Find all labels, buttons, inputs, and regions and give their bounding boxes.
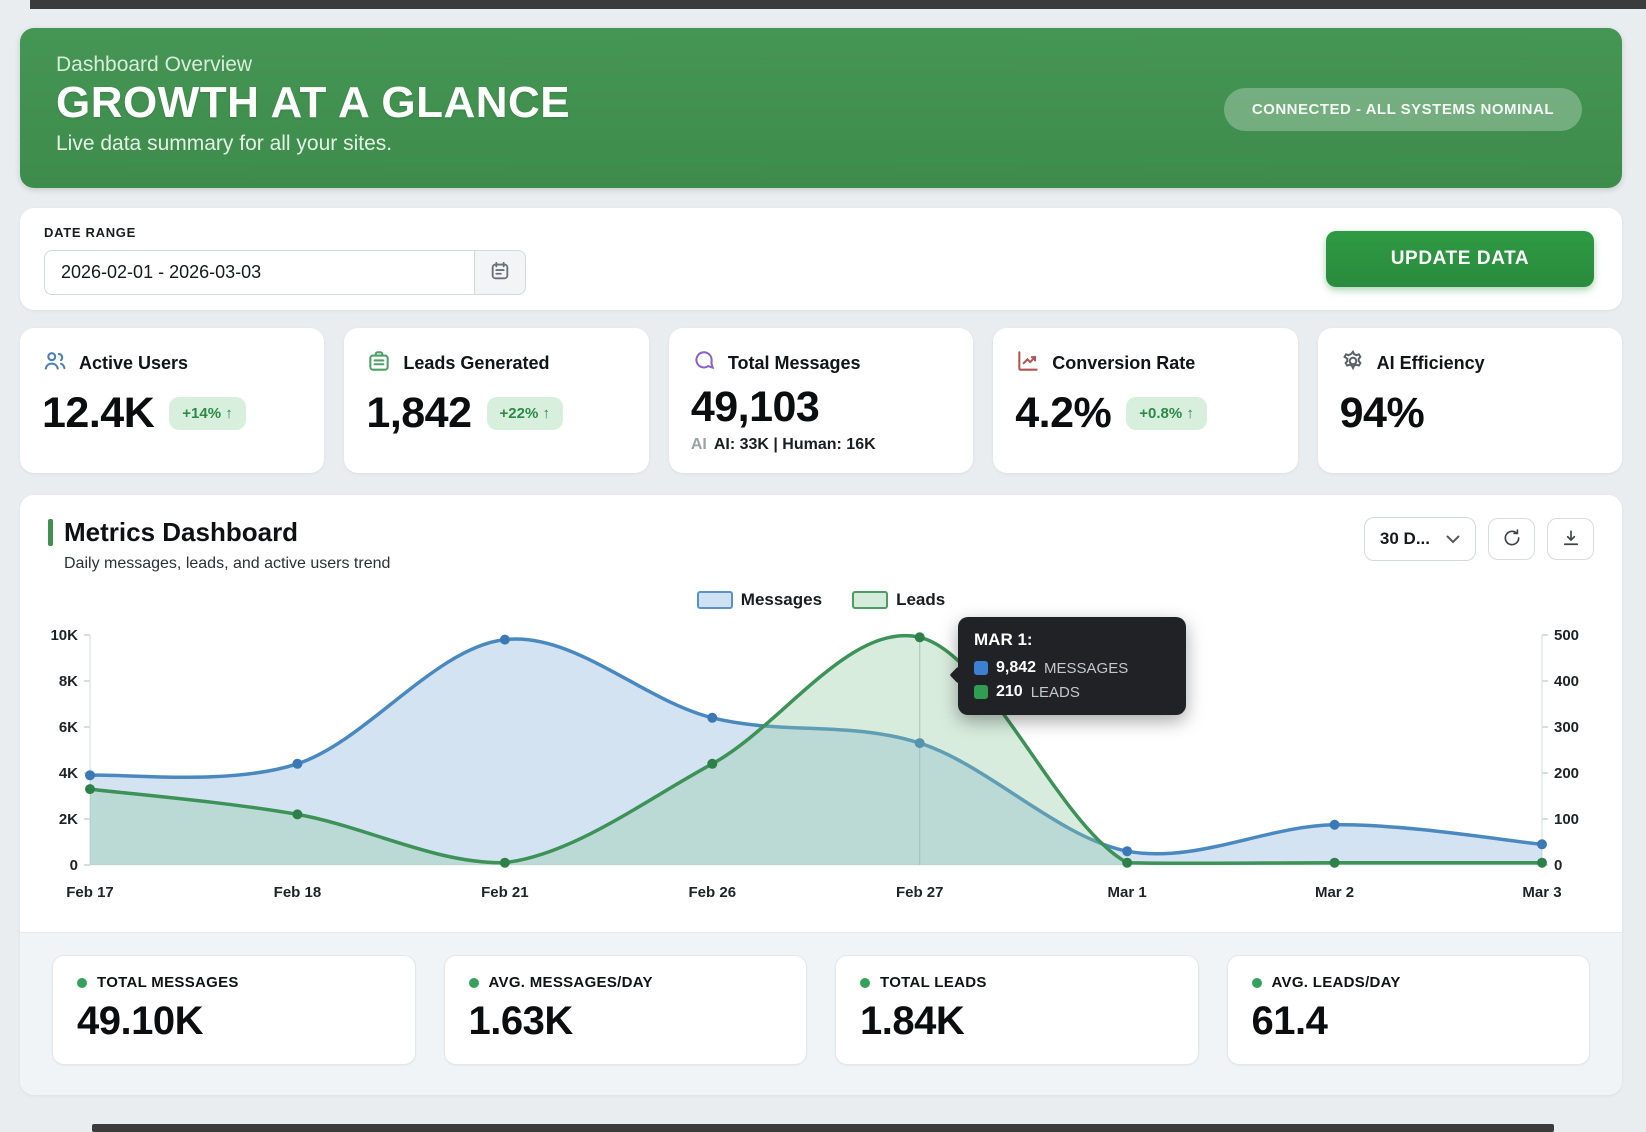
svg-text:300: 300 (1554, 719, 1579, 736)
status-badge: CONNECTED - ALL SYSTEMS NOMINAL (1223, 88, 1582, 131)
svg-text:2K: 2K (59, 811, 78, 828)
stat-subtext-value: AI: 33K | Human: 16K (713, 436, 876, 453)
briefcase-icon (366, 348, 392, 379)
metrics-dashboard-panel: Metrics Dashboard Daily messages, leads,… (20, 495, 1622, 1095)
screen-edge-top (30, 0, 1646, 9)
svg-text:8K: 8K (59, 673, 78, 690)
tooltip-row-messages: 9,842 MESSAGES (974, 659, 1170, 677)
date-range-card: DATE RANGE UPDATE DATA (20, 208, 1622, 310)
svg-text:Mar 2: Mar 2 (1315, 884, 1354, 901)
svg-text:Mar 1: Mar 1 (1108, 884, 1147, 901)
chart-legend: Messages Leads (44, 585, 1598, 615)
stat-delta-badge: +0.8% ↑ (1126, 397, 1207, 430)
svg-text:500: 500 (1554, 627, 1579, 644)
summary-card-total-leads: TOTAL LEADS 1.84K (835, 955, 1199, 1065)
page-title: GROWTH AT A GLANCE (56, 78, 571, 127)
summary-value: 1.84K (860, 999, 965, 1043)
stat-value: 12.4K (42, 389, 155, 437)
svg-text:100: 100 (1554, 811, 1579, 828)
svg-text:400: 400 (1554, 673, 1579, 690)
summary-card-avg-leads: AVG. LEADS/DAY 61.4 (1226, 955, 1590, 1065)
tooltip-title: MAR 1: (974, 630, 1033, 649)
green-dot-icon (77, 977, 87, 988)
svg-text:200: 200 (1554, 765, 1579, 782)
header-banner: Dashboard Overview GROWTH AT A GLANCE Li… (20, 28, 1622, 188)
stat-delta-badge: +22% ↑ (486, 397, 563, 430)
svg-text:Feb 21: Feb 21 (481, 884, 529, 901)
summary-value: 1.63K (468, 999, 574, 1043)
svg-text:Mar 3: Mar 3 (1522, 884, 1561, 901)
svg-text:Feb 17: Feb 17 (66, 884, 114, 901)
metrics-chart[interactable]: 0 2K 4K 6K 8K 10K 0 100 200 300 400 500 Feb 17 Feb 18… (44, 615, 1598, 915)
stat-card-total-messages: Total Messages 49,103 AI AI: 33K | Human… (668, 328, 974, 473)
stat-card-ai-efficiency: AI Efficiency 94% (1317, 328, 1623, 473)
chart-area: Messages Leads 0 2K 4K 6K 8K 10K 0 100 200 300 400… (20, 577, 1622, 920)
stat-card-leads-generated: Leads Generated 1,842 +22% ↑ (344, 328, 649, 473)
svg-text:0: 0 (70, 857, 78, 874)
messages-swatch-icon (696, 591, 733, 609)
green-dot-icon (468, 977, 479, 988)
screen-edge-bottom (92, 1124, 1554, 1132)
svg-text:6K: 6K (59, 719, 78, 736)
title-accent-bar (48, 519, 53, 546)
stat-subtext: AI AI: 33K | Human: 16K (691, 436, 951, 454)
svg-text:4K: 4K (59, 765, 78, 782)
green-dot-icon (860, 977, 870, 988)
trend-chart-icon (1015, 348, 1041, 379)
refresh-button[interactable] (1488, 518, 1535, 560)
stat-value: 4.2% (1015, 389, 1112, 437)
range-select-dropdown[interactable]: 30 D... (1363, 517, 1476, 561)
stat-card-conversion-rate: Conversion Rate 4.2% +0.8% ↑ (993, 328, 1298, 473)
stat-cards-row: Active Users 12.4K +14% ↑ Leads Generate… (20, 328, 1623, 473)
svg-text:10K: 10K (50, 627, 78, 644)
leads-dot-icon (974, 685, 988, 699)
calendar-button[interactable] (474, 250, 526, 295)
chart-tooltip: MAR 1: 9,842 MESSAGES 210 LEADS (958, 617, 1186, 715)
download-button[interactable] (1547, 518, 1594, 560)
svg-text:Feb 26: Feb 26 (689, 884, 737, 901)
stat-value: 94% (1339, 389, 1425, 437)
summary-value: 49.10K (77, 999, 203, 1043)
header-eyebrow: Dashboard Overview (56, 53, 253, 76)
date-range-group (44, 250, 526, 295)
date-range-input[interactable] (44, 250, 474, 295)
range-select-value: 30 D... (1379, 529, 1430, 548)
stat-title: Active Users (79, 353, 189, 373)
gear-icon (1340, 348, 1366, 379)
header-subtitle: Live data summary for all your sites. (56, 131, 393, 155)
stat-title: AI Efficiency (1376, 353, 1485, 373)
tooltip-row-leads: 210 LEADS (974, 683, 1170, 701)
legend-item-leads[interactable]: Leads (852, 590, 945, 610)
chat-bubble-icon (691, 348, 717, 379)
ai-glyph-icon: AI (690, 436, 707, 453)
legend-item-messages[interactable]: Messages (696, 590, 822, 610)
stat-delta-badge: +14% ↑ (169, 397, 246, 430)
download-icon (1561, 528, 1581, 551)
messages-dot-icon (974, 661, 988, 675)
svg-text:0: 0 (1554, 857, 1562, 874)
svg-text:Feb 18: Feb 18 (274, 884, 322, 901)
stat-title: Total Messages (727, 353, 861, 373)
summary-value: 61.4 (1251, 999, 1328, 1043)
panel-subtitle: Daily messages, leads, and active users … (64, 555, 391, 572)
svg-text:Feb 27: Feb 27 (896, 884, 944, 901)
stat-value: 49,103 (690, 383, 820, 431)
users-icon (42, 348, 68, 379)
dashboard-page: Dashboard Overview GROWTH AT A GLANCE Li… (20, 28, 1623, 1095)
summary-card-total-messages: TOTAL MESSAGES 49.10K (52, 955, 416, 1065)
chevron-down-icon (1446, 529, 1460, 549)
leads-swatch-icon (852, 591, 889, 609)
date-range-label: DATE RANGE (44, 225, 136, 240)
summary-cards-row: TOTAL MESSAGES 49.10K AVG. MESSAGES/DAY … (20, 932, 1622, 1095)
stat-value: 1,842 (366, 389, 472, 437)
stat-title: Conversion Rate (1052, 353, 1196, 373)
refresh-icon (1502, 528, 1522, 551)
summary-card-avg-messages: AVG. MESSAGES/DAY 1.63K (443, 955, 807, 1065)
panel-title: Metrics Dashboard (64, 517, 299, 547)
stat-card-active-users: Active Users 12.4K +14% ↑ (20, 328, 325, 473)
green-dot-icon (1251, 977, 1262, 988)
update-data-button[interactable]: UPDATE DATA (1326, 231, 1594, 287)
stat-title: Leads Generated (403, 353, 550, 373)
calendar-icon (489, 260, 511, 285)
